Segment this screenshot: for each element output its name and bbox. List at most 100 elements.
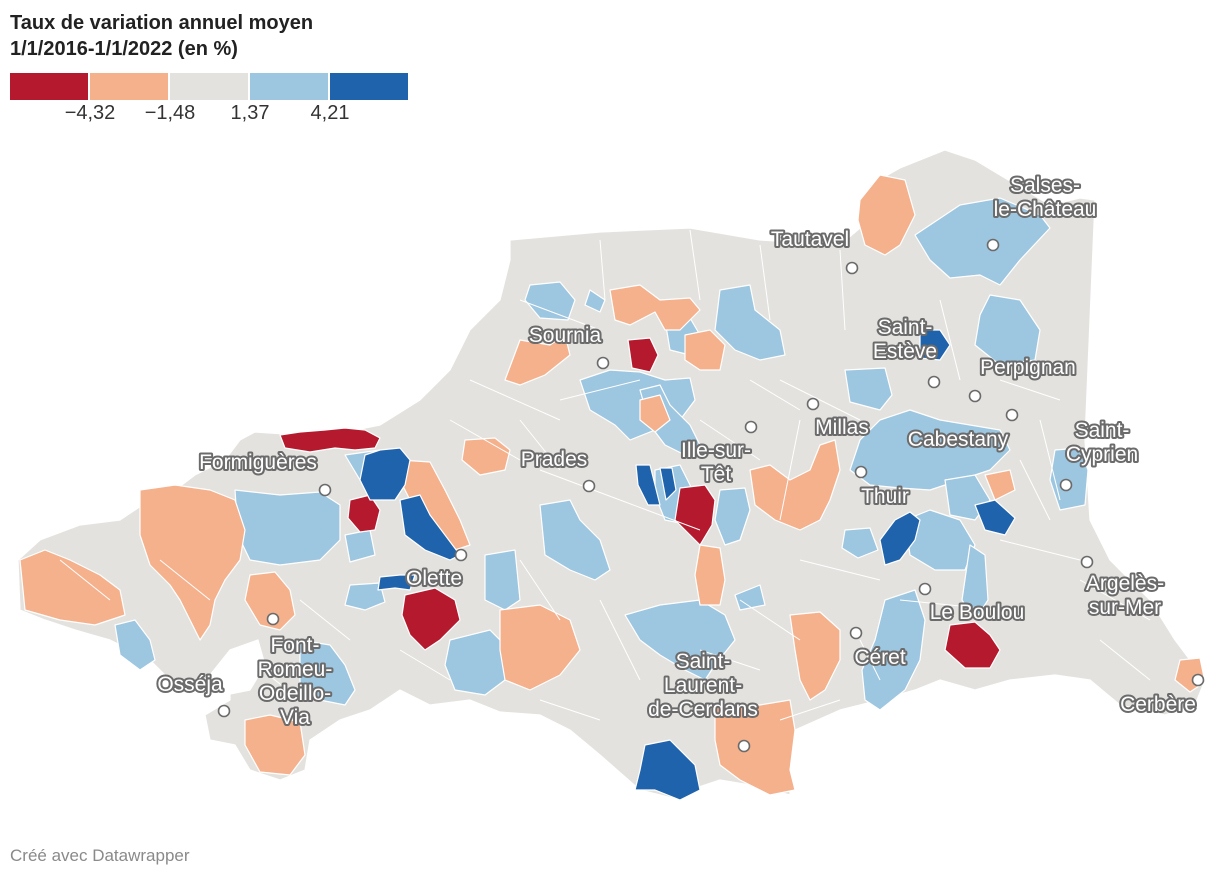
commune-decline-43 [694, 544, 726, 606]
commune-growth-15 [234, 489, 341, 566]
legend-swatch-stable [170, 73, 248, 100]
city-label-3: Saint-Estève [873, 316, 937, 363]
commune-border-26 [249, 659, 301, 701]
commune-border-30 [699, 649, 761, 671]
city-label-line: Odeillo- [259, 682, 331, 705]
commune-border-1 [599, 239, 606, 301]
commune-growth-1 [524, 281, 576, 321]
city-label-line: Thuir [861, 485, 909, 508]
commune-decline-32 [504, 334, 571, 386]
commune-border-3 [759, 244, 771, 321]
commune-growth-28 [299, 639, 356, 706]
commune-border-19 [739, 599, 801, 641]
commune-growth-5 [714, 284, 786, 361]
map-svg: Salses-le-Château Tautavel Saint-Estève Sou… [17, 149, 1206, 801]
commune-border-10 [619, 499, 701, 531]
commune-growth-4 [974, 294, 1041, 366]
city-label-14: Argelès-sur-Mer [1086, 572, 1164, 619]
commune-border-28 [1099, 639, 1151, 681]
commune-growth-7 [844, 367, 893, 411]
commune-border-21 [539, 699, 601, 721]
commune-border-17 [899, 599, 1001, 611]
commune-border-34 [519, 419, 561, 471]
commune-decline-44 [789, 611, 841, 701]
commune-growth-19 [484, 549, 521, 611]
commune-border-11 [779, 379, 861, 421]
city-label-line: Céret [854, 646, 906, 669]
city-label-line: de-Cerdans [648, 698, 758, 721]
city-dot-17 [849, 626, 863, 640]
city-label-line: Saint- [1075, 419, 1130, 442]
commune-strong-growth-61 [974, 499, 1016, 536]
commune-strong-decline-52 [674, 484, 716, 546]
commune-growth-18 [344, 582, 386, 611]
commune-decline-45 [714, 699, 796, 796]
legend-tick-3: 1,37 [230, 102, 270, 124]
commune-growth-9 [1049, 447, 1089, 511]
city-dot-1 [986, 238, 1000, 252]
commune-decline-39 [19, 549, 126, 626]
map-title-line-1: Taux de variation annuel moyen [10, 12, 314, 34]
commune-strong-growth-58 [635, 464, 661, 506]
commune-decline-31 [609, 284, 701, 331]
commune-decline-33 [684, 329, 726, 371]
city-label-4: Sournia [529, 324, 602, 347]
commune-strong-growth-54 [919, 329, 951, 361]
city-label-line: Laurent- [664, 674, 742, 697]
commune-growth-20 [539, 499, 611, 581]
legend-swatch-growth [250, 73, 328, 100]
choropleth-map: Salses-le-Château Tautavel Saint-Estève Sou… [0, 140, 1220, 830]
city-label-13: Olette [406, 567, 462, 590]
commune-decline-37 [984, 469, 1016, 501]
commune-border-29 [519, 559, 561, 621]
commune-border-35 [699, 419, 761, 461]
city-label-12: Thuir [861, 485, 909, 508]
city-label-line: Formiguères [199, 451, 317, 474]
commune-border-2 [689, 229, 701, 301]
commune-decline-41 [244, 571, 296, 631]
commune-strong-growth-60 [879, 511, 921, 566]
commune-border-20 [599, 599, 641, 681]
city-label-11: Ille-sur-Têt [681, 439, 751, 486]
commune-decline-36 [749, 439, 841, 531]
city-label-16: Font-Romeu-Odeillo-Via [258, 634, 333, 729]
city-dot-15 [918, 582, 932, 596]
legend-tick-2: −1,48 [144, 102, 196, 124]
commune-border-13 [999, 379, 1061, 401]
city-label-line: Salses- [1010, 174, 1080, 197]
city-label-line: Argelès- [1086, 572, 1164, 595]
commune-growth-12 [841, 527, 879, 559]
city-label-10: Prades [521, 448, 588, 471]
city-label-line: Le Boulou [930, 601, 1025, 624]
commune-border-9 [539, 469, 621, 501]
commune-border-15 [999, 539, 1081, 561]
commune-border-16 [1079, 579, 1151, 621]
city-label-line: Osséja [157, 673, 223, 696]
commune-strong-decline-48 [279, 427, 381, 453]
commune-border-25 [59, 559, 111, 601]
credit-line: Créé avec Datawrapper [10, 846, 190, 865]
commune-decline-30 [857, 174, 916, 256]
legend-tick-4: 4,21 [310, 102, 350, 124]
city-label-2: Tautavel [771, 228, 849, 251]
city-label-15: Le Boulou [930, 601, 1025, 624]
city-label-line: Via [280, 706, 310, 729]
city-label-1: Salses-le-Château [994, 174, 1097, 221]
legend-swatch-decline [90, 73, 168, 100]
commune-growth-13 [961, 544, 989, 621]
commune-strong-decline-53 [944, 621, 1001, 669]
commune-decline-34 [639, 394, 671, 433]
commune-border-4 [839, 249, 846, 331]
city-label-line: Cabestany [908, 428, 1009, 451]
city-dot-4 [596, 356, 610, 370]
commune-border-5 [519, 299, 601, 331]
commune-border-8 [449, 419, 521, 461]
commune-border-36 [749, 379, 801, 411]
city-dot-8 [1059, 478, 1073, 492]
city-dot-13 [454, 548, 468, 562]
commune-border-18 [799, 559, 881, 581]
city-label-line: Romeu- [258, 658, 333, 681]
commune-strong-decline-49 [627, 337, 659, 373]
city-label-line: Ille-sur- [681, 439, 751, 462]
city-label-line: Saint- [676, 650, 731, 673]
